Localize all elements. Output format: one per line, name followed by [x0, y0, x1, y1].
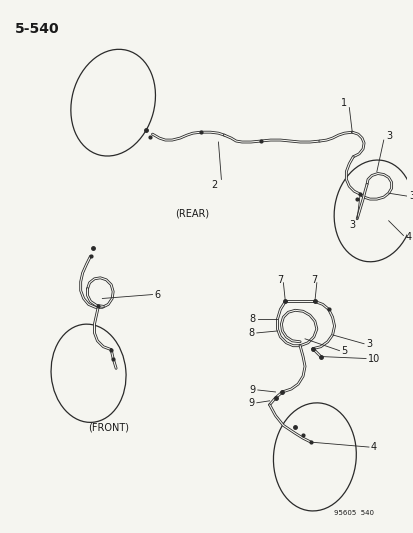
Text: 9: 9: [249, 385, 255, 395]
Text: 4: 4: [370, 442, 376, 452]
Text: 10: 10: [367, 353, 380, 364]
Text: 8: 8: [248, 328, 254, 338]
Text: 5: 5: [341, 345, 347, 356]
Text: 3: 3: [365, 339, 371, 349]
Text: 5-540: 5-540: [15, 22, 59, 36]
Text: 3: 3: [348, 220, 354, 230]
Text: 95605  540: 95605 540: [333, 510, 373, 516]
Text: 2: 2: [211, 180, 217, 190]
Text: (FRONT): (FRONT): [88, 422, 128, 432]
Text: 8: 8: [249, 314, 255, 324]
Text: 4: 4: [404, 232, 411, 243]
Text: 7: 7: [277, 275, 283, 285]
Text: 1: 1: [340, 98, 347, 108]
Text: 3: 3: [408, 191, 413, 201]
Text: 7: 7: [310, 275, 316, 285]
Text: (REAR): (REAR): [174, 209, 209, 219]
Text: 9: 9: [248, 398, 254, 408]
Text: 3: 3: [386, 131, 392, 141]
Text: 6: 6: [154, 289, 160, 300]
